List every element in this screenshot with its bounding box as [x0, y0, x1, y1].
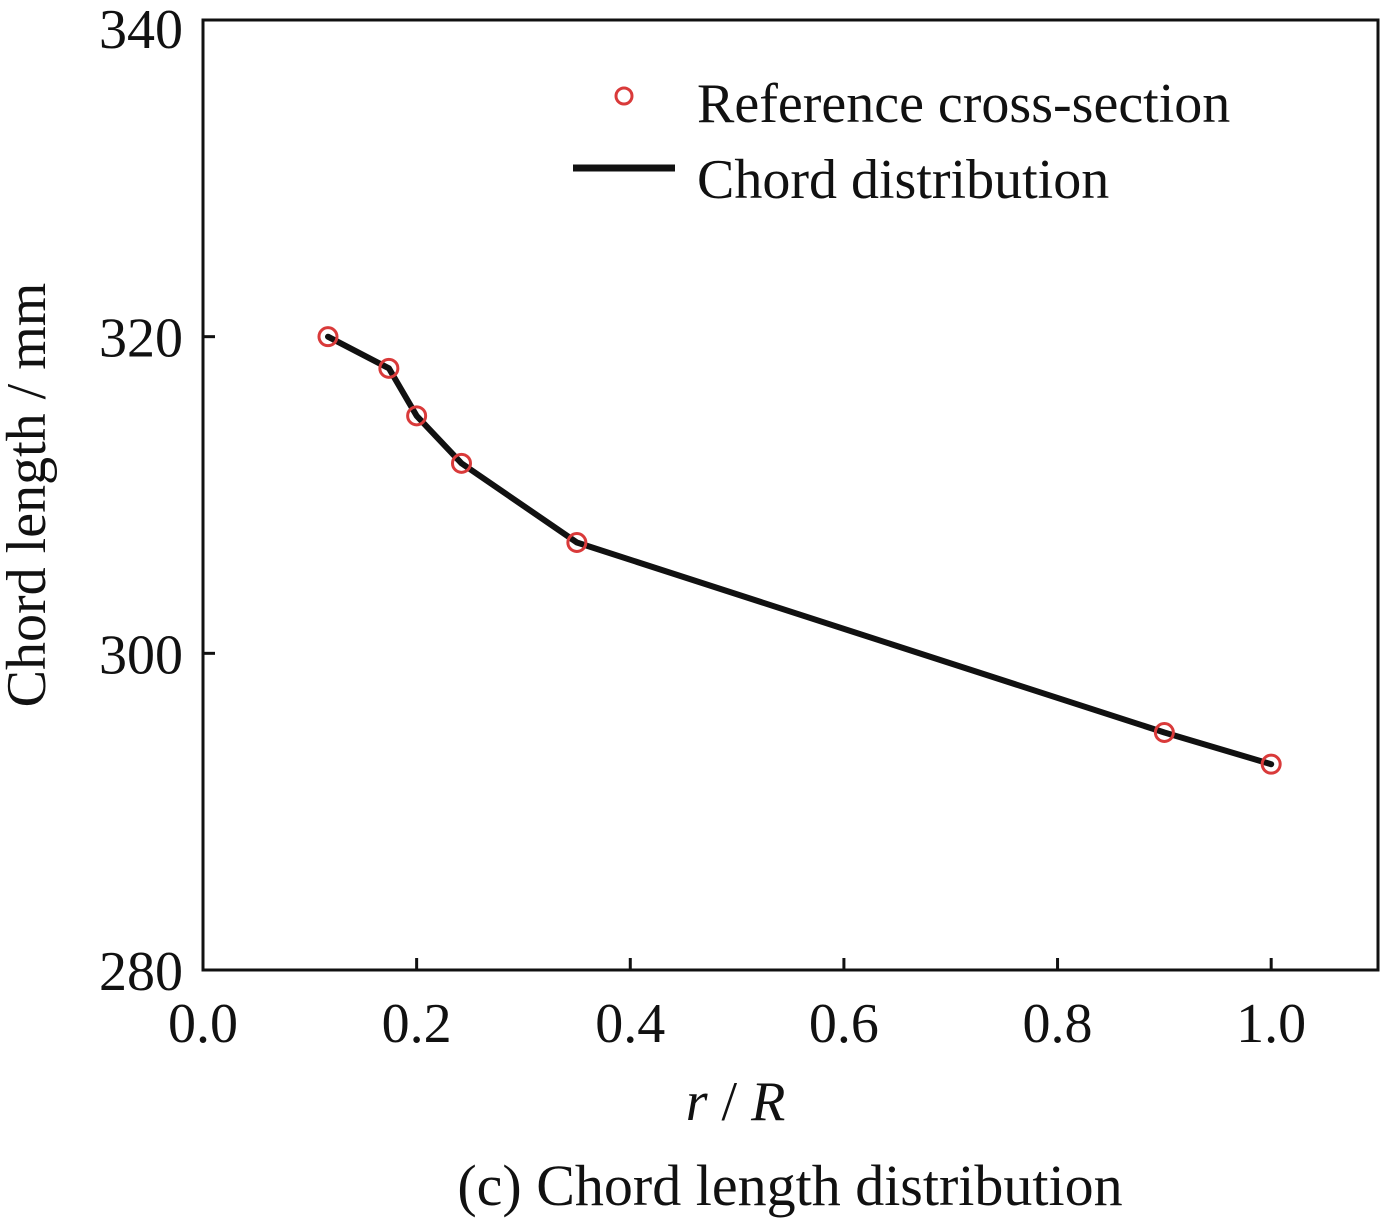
- x-axis-title: r / R: [686, 1071, 786, 1133]
- data-point-reference-cross-section: [1260, 753, 1282, 775]
- data-point-reference-cross-section: [1153, 722, 1175, 743]
- x-tick-label: 0.4: [595, 993, 665, 1055]
- x-axis-ticks: 0.0 0.2 0.4 0.6 0.8 1.0: [168, 958, 1306, 1055]
- x-tick-label: 0.6: [809, 993, 879, 1055]
- x-tick-label: 0.2: [382, 993, 452, 1055]
- data-point-reference-cross-section: [566, 532, 588, 553]
- legend-label-chord-distribution: Chord distribution: [697, 149, 1109, 211]
- y-tick-label: 340: [99, 0, 183, 61]
- series-line-chord-distribution: [325, 333, 1275, 768]
- x-axis-title-separator: /: [708, 1071, 752, 1133]
- data-point-reference-cross-section: [317, 326, 339, 348]
- y-tick-label: 300: [99, 624, 183, 686]
- x-axis-title-var-r: r: [686, 1071, 708, 1133]
- x-tick-label: 1.0: [1236, 993, 1306, 1055]
- legend-label-reference-cross-section: Reference cross-section: [697, 73, 1230, 135]
- y-axis-ticks: 280 300 320 340: [99, 0, 215, 1003]
- x-tick-label: 0.0: [168, 993, 238, 1055]
- data-point-reference-cross-section: [378, 357, 400, 379]
- plot-area-frame: [201, 18, 1380, 972]
- series-layer: [317, 326, 1282, 775]
- data-point-reference-cross-section: [406, 405, 428, 427]
- y-tick-label: 320: [99, 308, 183, 370]
- y-tick-label: 280: [99, 941, 183, 1003]
- y-axis-title: Chord length / mm: [0, 283, 58, 708]
- legend-marker-reference-cross-section: [614, 86, 634, 106]
- x-tick-label: 0.8: [1023, 993, 1093, 1055]
- x-axis-title-var-R: R: [750, 1071, 785, 1133]
- legend: Reference cross-section Chord distributi…: [573, 73, 1230, 211]
- figure-caption: (c) Chord length distribution: [457, 1153, 1122, 1218]
- data-point-reference-cross-section: [451, 452, 472, 474]
